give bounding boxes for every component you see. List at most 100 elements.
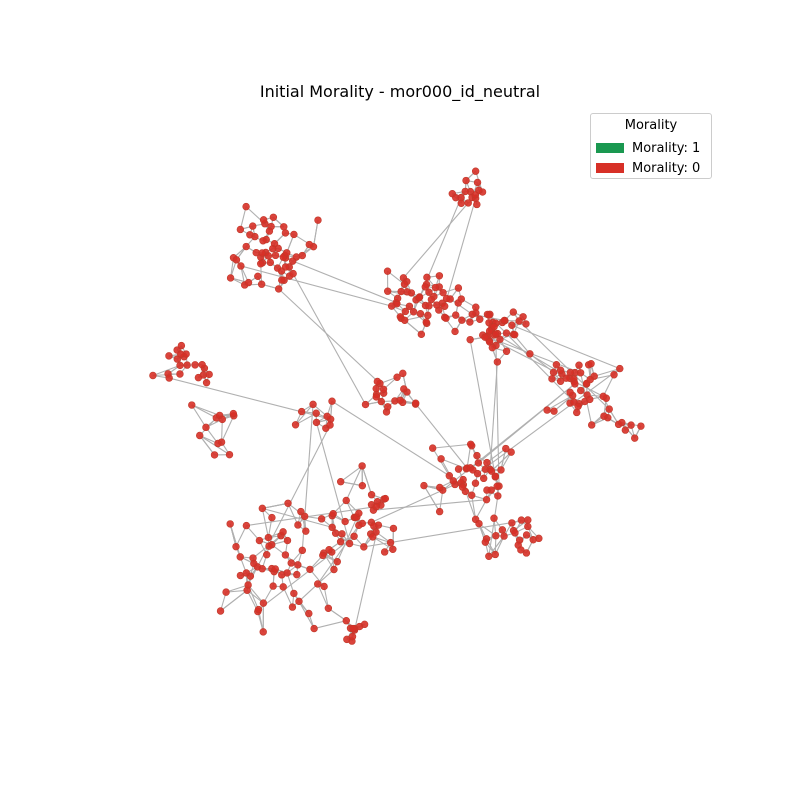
graph-node: [416, 310, 425, 318]
graph-title: Initial Morality - mor000_id_neutral: [259, 82, 541, 101]
graph-edge: [287, 503, 299, 526]
graph-node: [502, 347, 511, 355]
graph-node: [259, 599, 268, 607]
graph-node: [399, 369, 407, 378]
graph-node: [522, 320, 530, 328]
graph-node: [502, 329, 511, 337]
graph-node: [397, 287, 405, 296]
graph-node: [280, 223, 288, 231]
graph-node: [469, 466, 477, 474]
graph-node: [424, 311, 432, 320]
graph-node: [288, 603, 297, 611]
graph-node: [440, 302, 449, 310]
graph-node: [264, 252, 273, 260]
graph-node: [387, 302, 396, 310]
graph-node: [435, 272, 444, 280]
graph-node: [314, 580, 322, 588]
graph-edge: [247, 584, 264, 604]
graph-node: [302, 527, 310, 535]
graph-node: [466, 335, 474, 344]
graph-node: [177, 350, 185, 358]
graph-node: [396, 396, 404, 404]
graph-node: [333, 557, 342, 566]
graph-edge: [403, 202, 469, 279]
graph-node: [349, 624, 357, 633]
graph-node: [389, 524, 398, 533]
graph-node: [549, 368, 558, 377]
graph-node: [269, 244, 277, 253]
graph-node: [468, 491, 476, 499]
graph-node: [149, 371, 157, 380]
graph-node: [244, 581, 252, 589]
graph-node: [229, 409, 238, 418]
graph-edge: [239, 206, 247, 230]
graph-node: [575, 361, 583, 369]
graph-node: [471, 479, 480, 487]
graph-node: [423, 273, 431, 282]
graph-edge: [354, 525, 379, 631]
graph-node: [442, 314, 450, 322]
graph-node: [474, 459, 483, 467]
graph-node: [500, 316, 509, 325]
graph-node: [210, 451, 219, 459]
graph-node: [491, 550, 499, 559]
graph-node: [493, 358, 502, 366]
graph-node: [283, 249, 291, 257]
graph-node: [274, 285, 283, 293]
graph-node: [517, 516, 526, 524]
graph-edge: [221, 419, 223, 443]
graph-node: [328, 397, 336, 405]
graph-node: [492, 532, 500, 540]
graph-edge: [323, 586, 329, 609]
graph-node: [355, 509, 363, 518]
graph-node: [328, 523, 336, 532]
graph-node: [250, 559, 258, 568]
graph-node: [393, 373, 401, 381]
legend-swatch-morality-1: [596, 143, 624, 153]
graph-node: [475, 519, 483, 528]
graph-node: [194, 373, 203, 382]
graph-node: [176, 361, 184, 370]
graph-node: [384, 403, 392, 411]
graph-node: [372, 384, 380, 393]
graph-node: [543, 406, 551, 414]
graph-node: [312, 409, 320, 417]
graph-node: [400, 385, 408, 393]
graph-node: [297, 407, 306, 416]
graph-node: [445, 472, 454, 480]
graph-node: [358, 519, 367, 528]
graph-node: [360, 543, 368, 551]
graph-node: [487, 467, 496, 475]
graph-node: [297, 507, 305, 516]
graph-node: [427, 295, 436, 304]
graph-edge: [444, 198, 477, 307]
graph-node: [524, 522, 532, 531]
graph-edge: [258, 535, 355, 610]
graph-node: [491, 472, 500, 480]
graph-edge: [191, 404, 220, 416]
graph-node: [556, 366, 565, 374]
graph-node: [271, 565, 279, 573]
graph-edge: [169, 377, 331, 420]
graph-node: [577, 386, 585, 395]
legend-label-morality-1: Morality: 1: [632, 140, 701, 156]
graph-node: [330, 565, 338, 574]
graph-node: [242, 202, 250, 211]
graph-node: [481, 538, 490, 546]
graph-node: [415, 293, 423, 302]
graph-edge: [373, 499, 487, 511]
graph-node: [202, 378, 211, 387]
graph-node: [566, 368, 575, 377]
graph-node: [314, 216, 322, 224]
graph-node: [428, 444, 437, 452]
graph-edge: [331, 400, 450, 477]
graph-node: [550, 407, 558, 415]
graph-node: [451, 327, 459, 336]
graph-edge: [295, 403, 314, 426]
graph-node: [605, 405, 613, 413]
graph-node: [242, 521, 251, 530]
graph-node: [300, 512, 309, 521]
graph-node: [198, 360, 206, 369]
graph-node: [535, 534, 543, 543]
graph-node: [494, 492, 502, 500]
